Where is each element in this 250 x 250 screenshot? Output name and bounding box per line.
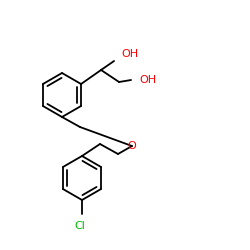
Text: OH: OH bbox=[139, 75, 156, 85]
Text: O: O bbox=[128, 141, 136, 151]
Text: Cl: Cl bbox=[74, 221, 86, 231]
Text: OH: OH bbox=[121, 49, 138, 59]
